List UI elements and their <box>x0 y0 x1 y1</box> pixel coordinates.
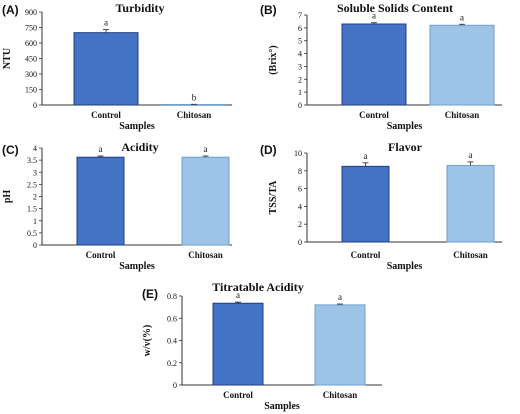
panel-1-y-tick-label: 900 <box>25 8 37 17</box>
panel-1-sig-letter: b <box>192 92 197 102</box>
panel-3-y-tick-label: 3.5 <box>27 156 37 165</box>
panel-3-y-label: pH <box>2 190 13 204</box>
panel-1-bar-control <box>73 32 139 106</box>
panel-1-sig-letter: a <box>104 18 108 28</box>
panel-3-y-tick-label: 1.5 <box>27 205 37 214</box>
panel-5-x-label: Samples <box>264 401 300 412</box>
panel-1-y-tick-label: 450 <box>25 55 37 64</box>
panel-3-bar-control <box>76 156 125 246</box>
panel-2-y-label: (Brix°) <box>268 45 279 75</box>
panel-5-bar-chitosan <box>314 304 366 386</box>
panel-4-bar-chitosan <box>446 164 495 243</box>
panel-5-label: (E) <box>142 287 158 301</box>
panel-2-bar-control <box>341 23 407 106</box>
panel-4-y-tick-label: 8 <box>298 167 302 176</box>
panel-3-x-label: Samples <box>119 261 155 272</box>
panel-2-y-tick-label: 4 <box>298 50 302 59</box>
panel-4-title: Flavor <box>388 140 423 154</box>
panel-2-category-label: Control <box>359 110 389 120</box>
panel-5-y-tick-label: 0.4 <box>167 337 177 346</box>
panel-4-y-label: TSS/TA <box>268 180 279 214</box>
panel-4-sig-letter: a <box>364 151 368 161</box>
panel-3-sig-letter: a <box>204 144 208 154</box>
panel-4-category-label: Control <box>351 250 381 260</box>
panel-2-y-tick-label: 6 <box>298 24 302 33</box>
panel-2-title: Soluble Solids Content <box>337 1 453 15</box>
panel-5-sig-letter: a <box>338 292 342 302</box>
panel-3-title: Acidity <box>121 140 158 154</box>
panel-5-sig-letter: a <box>236 290 240 300</box>
panel-5-category-label: Control <box>223 390 253 400</box>
panel-1-category-label: Control <box>91 110 121 120</box>
panel-4-bar-control <box>341 165 390 243</box>
panel-1-category-label: Chitosan <box>177 110 212 120</box>
panel-3-y-tick-label: 0 <box>33 241 37 250</box>
panel-4-sig-letter: a <box>469 150 473 160</box>
panel-5-y-tick-label: 0.8 <box>167 292 177 301</box>
panel-1-title: Turbidity <box>116 1 165 15</box>
panel-5-title: Titratable Acidity <box>212 280 303 294</box>
panel-4-x-label: Samples <box>387 261 423 272</box>
panel-1-y-tick-label: 750 <box>25 24 37 33</box>
panel-1-y-label: NTU <box>2 48 13 69</box>
panel-2-y-tick-label: 5 <box>298 37 302 46</box>
panel-3-sig-letter: a <box>99 144 103 154</box>
panel-3-y-tick-label: 1 <box>33 217 37 226</box>
panel-1-x-label: Samples <box>119 121 155 132</box>
panel-2-x-label: Samples <box>387 121 423 132</box>
panel-5-y-tick-label: 0.2 <box>167 359 177 368</box>
panel-4-label: (D) <box>260 143 277 157</box>
panel-2-bar-chitosan <box>429 24 495 106</box>
panel-2-y-tick-label: 0 <box>298 101 302 110</box>
panel-5-y-label: w/v(%) <box>142 325 153 357</box>
panel-2-y-tick-label: 3 <box>298 62 302 71</box>
panel-2-category-label: Chitosan <box>445 110 480 120</box>
panel-2-sig-letter: a <box>372 11 376 21</box>
panel-5-category-label: Chitosan <box>323 390 358 400</box>
panel-4-y-tick-label: 2 <box>298 220 302 229</box>
panel-2-sig-letter: a <box>460 12 464 22</box>
panel-3-label: (C) <box>2 143 19 157</box>
panel-3-category-label: Control <box>86 250 116 260</box>
panel-3-bar-chitosan <box>181 156 230 246</box>
panel-4-y-tick-label: 10 <box>294 149 302 158</box>
panel-4-category-label: Chitosan <box>453 250 488 260</box>
panel-3-y-tick-label: 0.5 <box>27 229 37 238</box>
panel-1-label: (A) <box>2 3 19 17</box>
panel-5-y-tick-label: 0 <box>173 381 177 390</box>
panel-2-label: (B) <box>260 3 277 17</box>
panel-5-bar-control <box>212 302 264 386</box>
panel-4-y-tick-label: 6 <box>298 185 302 194</box>
panel-3-y-tick-label: 4 <box>33 144 37 153</box>
panel-1-y-tick-label: 600 <box>25 39 37 48</box>
panel-2-y-tick-label: 2 <box>298 75 302 84</box>
panel-2-y-tick-label: 1 <box>298 88 302 97</box>
panel-5-y-tick-label: 0.6 <box>167 314 177 323</box>
panel-1-y-tick-label: 150 <box>25 86 37 95</box>
panel-4-y-tick-label: 0 <box>298 238 302 247</box>
panel-1-y-tick-label: 0 <box>33 101 37 110</box>
panel-3-category-label: Chitosan <box>188 250 223 260</box>
panel-3-y-tick-label: 2 <box>33 193 37 202</box>
panel-1-y-tick-label: 300 <box>25 70 37 79</box>
panel-4-y-tick-label: 4 <box>298 202 302 211</box>
panel-2-y-tick-label: 7 <box>298 11 302 20</box>
panel-3-y-tick-label: 3 <box>33 168 37 177</box>
panel-3-y-tick-label: 2.5 <box>27 180 37 189</box>
